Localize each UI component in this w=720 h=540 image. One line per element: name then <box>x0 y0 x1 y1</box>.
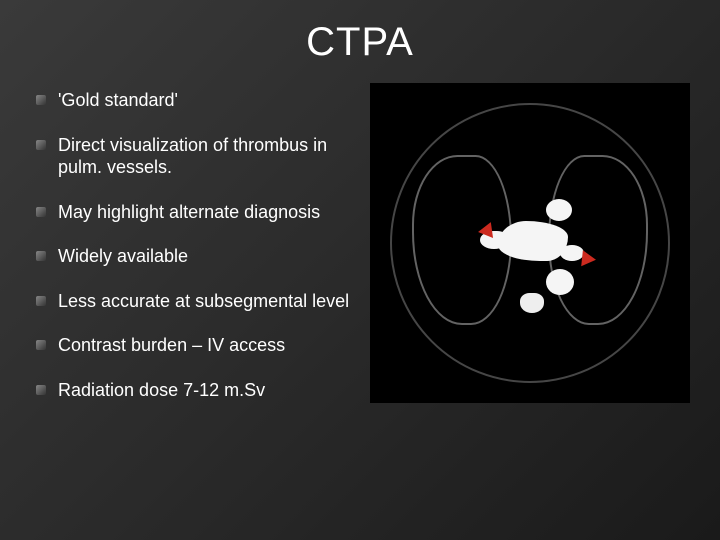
list-item: Direct visualization of thrombus in pulm… <box>36 134 358 179</box>
list-item: Widely available <box>36 245 358 268</box>
list-item: Less accurate at subsegmental level <box>36 290 358 313</box>
ctpa-image <box>370 83 690 403</box>
right-pa-branch <box>560 245 584 261</box>
bullet-list: 'Gold standard' Direct visualization of … <box>30 89 358 423</box>
list-item: May highlight alternate diagnosis <box>36 201 358 224</box>
ascending-aorta <box>546 199 572 221</box>
descending-aorta <box>546 269 574 295</box>
list-item: 'Gold standard' <box>36 89 358 112</box>
vertebral-body <box>520 293 544 313</box>
list-item: Contrast burden – IV access <box>36 334 358 357</box>
slide-container: CTPA 'Gold standard' Direct visualizatio… <box>0 0 720 540</box>
list-item: Radiation dose 7-12 m.Sv <box>36 379 358 402</box>
content-row: 'Gold standard' Direct visualization of … <box>30 89 690 423</box>
main-pulmonary-artery <box>498 221 568 261</box>
thrombus-arrow-icon <box>477 222 493 240</box>
thrombus-arrow-icon <box>581 250 597 267</box>
slide-title: CTPA <box>30 20 690 65</box>
